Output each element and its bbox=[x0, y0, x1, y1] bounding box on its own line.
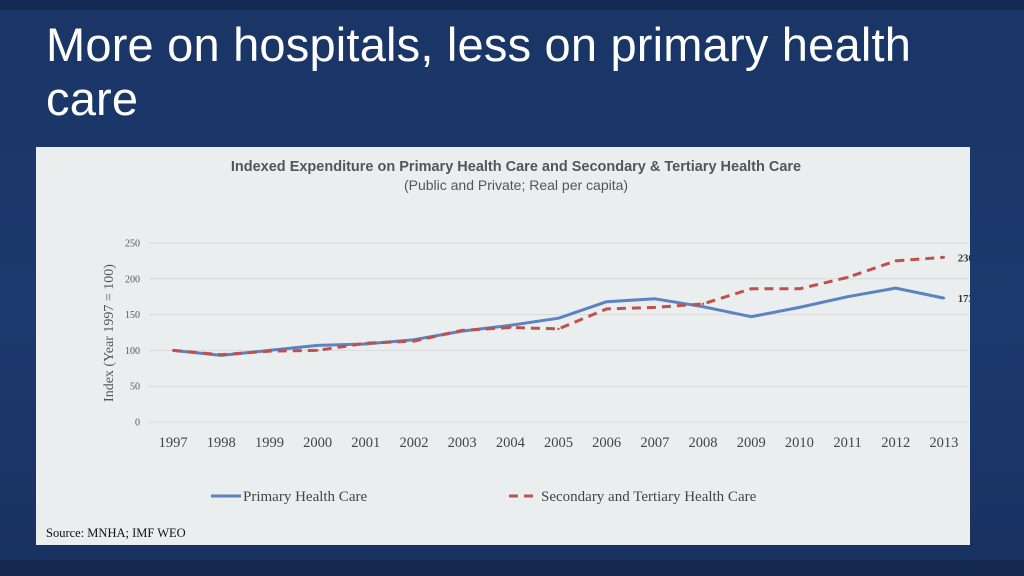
secondary-tertiary-health-care-line bbox=[172, 255, 945, 357]
end-labels: 173 230 bbox=[958, 253, 970, 305]
data-point bbox=[701, 305, 705, 308]
data-point bbox=[364, 342, 367, 345]
y-axis-ticks: 0 50 100 150 200 250 bbox=[125, 239, 140, 429]
x-tick-label: 2013 bbox=[929, 435, 958, 451]
primary-health-care-line bbox=[172, 286, 945, 357]
y-tick-label: 100 bbox=[125, 346, 140, 357]
data-point bbox=[653, 306, 657, 309]
line-chart: Indexed Expenditure on Primary Health Ca… bbox=[46, 159, 970, 540]
y-tick-label: 200 bbox=[125, 274, 140, 285]
data-point bbox=[942, 256, 946, 259]
x-tick-label: 1999 bbox=[255, 435, 284, 451]
x-tick-label: 2009 bbox=[737, 435, 766, 451]
data-point bbox=[894, 259, 897, 263]
data-point bbox=[605, 300, 608, 303]
data-point bbox=[846, 295, 849, 298]
x-tick-label: 2008 bbox=[689, 435, 718, 451]
data-point bbox=[509, 324, 512, 327]
legend-entry: Primary Health Care bbox=[243, 489, 367, 505]
chart-subtitle: (Public and Private; Real per capita) bbox=[404, 177, 628, 193]
x-tick-label: 2004 bbox=[496, 435, 526, 451]
x-tick-label: 2007 bbox=[640, 435, 669, 451]
chart-source: Source: MNHA; IMF WEO bbox=[46, 526, 186, 540]
data-point bbox=[460, 329, 464, 332]
x-tick-label: 2010 bbox=[785, 435, 814, 451]
x-tick-label: 2006 bbox=[592, 435, 621, 451]
data-point bbox=[171, 349, 175, 352]
data-point bbox=[701, 302, 705, 306]
data-point bbox=[268, 349, 271, 353]
data-point bbox=[557, 327, 560, 331]
x-tick-label: 2001 bbox=[351, 435, 380, 451]
chart-title: Indexed Expenditure on Primary Health Ca… bbox=[231, 159, 801, 175]
legend-entry: Secondary and Tertiary Health Care bbox=[541, 489, 757, 505]
data-point bbox=[557, 316, 560, 320]
chart-panel: Indexed Expenditure on Primary Health Ca… bbox=[36, 147, 970, 545]
data-point bbox=[798, 287, 801, 291]
legend: Primary Health Care Secondary and Tertiar… bbox=[211, 489, 757, 505]
data-point bbox=[316, 349, 319, 352]
gridlines bbox=[149, 242, 968, 423]
data-point bbox=[798, 306, 801, 309]
data-point bbox=[750, 315, 753, 318]
slide-top-bar bbox=[0, 0, 1024, 10]
x-tick-label: 2000 bbox=[303, 435, 332, 451]
data-point bbox=[509, 326, 512, 329]
x-axis-ticks: 1997 1998 1999 2000 2001 2002 2003 2004 2005 2006… bbox=[159, 435, 959, 451]
y-axis-label: Index (Year 1997 = 100) bbox=[102, 264, 117, 402]
data-point bbox=[942, 296, 946, 300]
series-end-label: 173 bbox=[958, 294, 970, 305]
y-tick-label: 150 bbox=[125, 310, 140, 321]
series-lines bbox=[171, 255, 946, 357]
x-tick-label: 2005 bbox=[544, 435, 573, 451]
x-tick-label: 2003 bbox=[448, 435, 477, 451]
data-point bbox=[605, 307, 608, 311]
x-tick-label: 1997 bbox=[159, 435, 188, 451]
slide-bottom-bar bbox=[0, 560, 1024, 576]
slide-title: More on hospitals, less on primary healt… bbox=[46, 18, 912, 125]
x-tick-label: 2012 bbox=[881, 435, 910, 451]
data-point bbox=[412, 339, 416, 343]
data-point bbox=[653, 297, 657, 301]
data-point bbox=[220, 353, 223, 356]
y-tick-label: 0 bbox=[135, 418, 140, 429]
data-point bbox=[846, 276, 849, 279]
data-point bbox=[894, 286, 897, 290]
x-tick-label: 2011 bbox=[833, 435, 861, 451]
y-tick-label: 50 bbox=[130, 382, 140, 393]
x-tick-label: 2002 bbox=[399, 435, 428, 451]
x-tick-label: 1998 bbox=[207, 435, 236, 451]
y-tick-label: 250 bbox=[125, 239, 140, 250]
data-point bbox=[750, 287, 753, 291]
data-point bbox=[316, 344, 319, 347]
series-end-label: 230 bbox=[958, 253, 970, 264]
